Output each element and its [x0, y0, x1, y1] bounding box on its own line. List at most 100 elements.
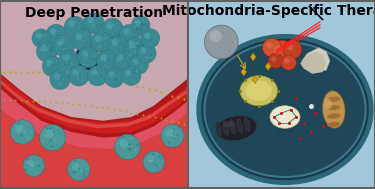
Circle shape: [35, 33, 41, 38]
Circle shape: [125, 37, 145, 58]
Circle shape: [287, 44, 293, 50]
Circle shape: [271, 56, 276, 61]
Circle shape: [123, 28, 130, 35]
Circle shape: [63, 54, 70, 61]
Circle shape: [268, 53, 283, 68]
Circle shape: [262, 38, 281, 57]
Circle shape: [46, 60, 53, 67]
Circle shape: [129, 41, 135, 48]
Polygon shape: [252, 75, 258, 84]
Circle shape: [119, 24, 140, 45]
Circle shape: [284, 58, 290, 63]
Polygon shape: [0, 72, 191, 134]
Circle shape: [140, 47, 147, 53]
Circle shape: [72, 163, 80, 170]
Ellipse shape: [327, 113, 340, 119]
Ellipse shape: [327, 105, 340, 110]
Circle shape: [78, 46, 99, 67]
Polygon shape: [0, 76, 191, 128]
Circle shape: [268, 40, 294, 66]
Text: Mitochondria-Specific Therapy: Mitochondria-Specific Therapy: [162, 5, 375, 19]
Circle shape: [39, 125, 66, 151]
Circle shape: [27, 159, 34, 166]
Circle shape: [91, 70, 98, 76]
Circle shape: [82, 50, 88, 57]
Circle shape: [15, 124, 23, 133]
Circle shape: [42, 56, 63, 77]
Polygon shape: [265, 62, 271, 70]
Circle shape: [87, 66, 108, 86]
Circle shape: [50, 28, 57, 35]
Circle shape: [104, 68, 124, 88]
Ellipse shape: [215, 122, 222, 136]
Circle shape: [144, 32, 150, 38]
Circle shape: [50, 69, 70, 90]
Circle shape: [111, 39, 118, 46]
Ellipse shape: [327, 122, 340, 127]
Ellipse shape: [327, 97, 340, 102]
Circle shape: [165, 129, 173, 136]
Circle shape: [64, 16, 86, 38]
Circle shape: [10, 120, 34, 144]
Circle shape: [68, 158, 90, 181]
Circle shape: [133, 58, 139, 65]
Text: Deep Penetration: Deep Penetration: [25, 6, 163, 20]
Circle shape: [281, 55, 296, 70]
Ellipse shape: [322, 91, 345, 128]
Ellipse shape: [324, 98, 332, 109]
Ellipse shape: [270, 106, 300, 128]
Circle shape: [87, 17, 94, 23]
Circle shape: [117, 54, 124, 61]
Circle shape: [96, 50, 117, 71]
Circle shape: [136, 43, 156, 63]
Ellipse shape: [204, 42, 366, 177]
Polygon shape: [0, 106, 191, 188]
Text: glucose: glucose: [276, 128, 294, 133]
Ellipse shape: [246, 81, 272, 101]
Circle shape: [107, 35, 129, 57]
Circle shape: [91, 32, 112, 53]
Circle shape: [76, 33, 83, 40]
Circle shape: [102, 18, 123, 40]
Circle shape: [68, 20, 75, 27]
Circle shape: [95, 36, 102, 42]
Circle shape: [72, 29, 93, 51]
Ellipse shape: [199, 36, 371, 183]
Circle shape: [100, 54, 107, 61]
Circle shape: [40, 45, 47, 52]
Polygon shape: [300, 51, 326, 74]
Circle shape: [83, 13, 104, 34]
Polygon shape: [0, 72, 191, 188]
Circle shape: [122, 66, 141, 85]
Circle shape: [131, 16, 150, 35]
Circle shape: [54, 73, 60, 80]
Circle shape: [23, 155, 45, 177]
Circle shape: [57, 39, 64, 46]
Polygon shape: [0, 109, 191, 188]
Circle shape: [106, 22, 113, 29]
Circle shape: [161, 124, 184, 147]
Circle shape: [72, 69, 79, 76]
Circle shape: [210, 30, 222, 42]
Circle shape: [32, 29, 51, 48]
Ellipse shape: [95, 47, 111, 60]
Circle shape: [44, 129, 53, 138]
Circle shape: [125, 70, 132, 76]
Circle shape: [120, 139, 128, 148]
Circle shape: [46, 24, 67, 45]
Circle shape: [204, 25, 238, 59]
Circle shape: [53, 35, 75, 57]
Circle shape: [36, 41, 57, 62]
Circle shape: [143, 151, 165, 173]
Circle shape: [273, 45, 283, 55]
Circle shape: [140, 29, 160, 48]
Polygon shape: [0, 70, 191, 138]
Ellipse shape: [222, 121, 229, 136]
Circle shape: [135, 19, 141, 25]
Circle shape: [115, 134, 140, 160]
Polygon shape: [302, 48, 330, 72]
Polygon shape: [250, 53, 256, 61]
Circle shape: [283, 40, 302, 59]
Circle shape: [129, 55, 149, 74]
Ellipse shape: [244, 117, 250, 132]
